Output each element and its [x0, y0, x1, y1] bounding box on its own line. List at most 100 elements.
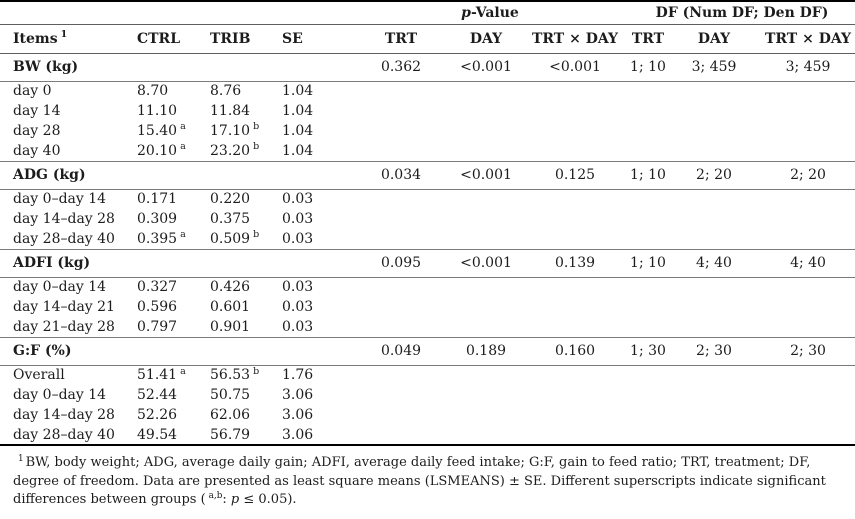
- p-day-value: <0.001: [460, 59, 512, 75]
- df-interaction-column-header: TRT × DAY: [765, 30, 852, 47]
- footnote-colon: :: [222, 492, 231, 507]
- group-header-spacer: [0, 1, 351, 24]
- significance-superscript: b: [253, 141, 260, 153]
- footnote-text-end: ≤ 0.05).: [239, 492, 297, 507]
- significance-superscript: a: [180, 141, 186, 153]
- empty-cell: [203, 53, 275, 81]
- group-header-row: p-Value DF (Num DF; Den DF): [0, 1, 855, 24]
- table-data-row: day 0 8.70 8.76 1.04: [0, 81, 855, 101]
- table-data-row: day 21–day 28 0.797 0.901 0.03: [0, 317, 855, 337]
- se-cell: 1.04: [282, 142, 314, 159]
- se-cell: 0.03: [282, 279, 314, 296]
- df-interaction-value: 3; 459: [785, 59, 831, 75]
- item-cell: day 28–day 40: [13, 230, 115, 247]
- ctrl-cell: 0.171: [137, 191, 178, 208]
- table-data-row: day 0–day 14 0.171 0.220 0.03: [0, 189, 855, 209]
- empty-cell: [351, 229, 855, 249]
- se-cell: 0.03: [282, 230, 314, 247]
- ctrl-cell: 52.44: [137, 387, 178, 403]
- se-cell: 1.04: [282, 83, 314, 100]
- trib-cell: 56.53 b: [210, 365, 260, 384]
- trib-cell: 8.76: [210, 83, 242, 100]
- section-title: ADG (kg): [13, 167, 86, 183]
- empty-cell: [351, 297, 855, 317]
- p-day-value: <0.001: [460, 167, 512, 183]
- df-day-value: 4; 40: [696, 255, 732, 271]
- empty-cell: [275, 249, 351, 277]
- trib-cell: 11.84: [210, 103, 251, 119]
- empty-cell: [130, 53, 203, 81]
- df-day-column-header: DAY: [697, 30, 731, 47]
- significance-superscript: a: [180, 121, 186, 133]
- empty-cell: [351, 277, 855, 297]
- section-row-bw: BW (kg) 0.362 <0.001 <0.001 1; 10 3; 459…: [0, 53, 855, 81]
- df-trt-value: 1; 10: [630, 59, 666, 75]
- df-trt-value: 1; 10: [630, 167, 666, 183]
- ctrl-column-header: CTRL: [137, 30, 181, 47]
- section-row-adfi: ADFI (kg) 0.095 <0.001 0.139 1; 10 4; 40…: [0, 249, 855, 277]
- p-trt-value: 0.095: [380, 255, 422, 271]
- table-data-row: day 14–day 28 52.26 62.06 3.06: [0, 405, 855, 425]
- trib-cell: 0.601: [210, 299, 251, 315]
- ctrl-cell: 0.309: [137, 211, 178, 227]
- df-interaction-value: 2; 30: [790, 343, 826, 359]
- p-trt-value: 0.034: [380, 167, 422, 183]
- empty-cell: [130, 337, 203, 365]
- trib-cell: 56.79: [210, 426, 251, 443]
- item-cell: day 21–day 28: [13, 318, 115, 335]
- se-column-header: SE: [282, 30, 303, 47]
- item-cell: Overall: [13, 367, 65, 384]
- empty-cell: [351, 385, 855, 405]
- pvalue-interaction-column-header: TRT × DAY: [531, 30, 618, 47]
- trib-column-header: TRIB: [210, 30, 251, 47]
- p-trt-value: 0.049: [380, 343, 422, 359]
- se-cell: 0.03: [282, 191, 314, 208]
- se-cell: 0.03: [282, 211, 314, 227]
- section-title: ADFI (kg): [13, 255, 91, 271]
- footnote-marker: 1: [18, 453, 24, 464]
- significance-superscript: a: [180, 365, 186, 377]
- df-group-header: DF (Num DF; Den DF): [655, 4, 829, 21]
- table-data-row: day 14–day 21 0.596 0.601 0.03: [0, 297, 855, 317]
- section-title: BW (kg): [13, 59, 79, 75]
- ctrl-cell: 8.70: [137, 83, 169, 100]
- empty-cell: [351, 209, 855, 229]
- se-cell: 0.03: [282, 318, 314, 335]
- se-cell: 1.76: [282, 367, 314, 384]
- trib-cell: 23.20 b: [210, 141, 260, 159]
- pvalue-day-column-header: DAY: [469, 30, 503, 47]
- empty-cell: [275, 337, 351, 365]
- p-interaction-value: <0.001: [549, 59, 601, 75]
- ctrl-cell: 20.10 a: [137, 141, 186, 159]
- item-cell: day 14–day 28: [13, 407, 115, 423]
- section-row-adg: ADG (kg) 0.034 <0.001 0.125 1; 10 2; 20 …: [0, 161, 855, 189]
- item-cell: day 14–day 21: [13, 299, 115, 315]
- p-day-value: 0.189: [465, 343, 507, 359]
- se-cell: 1.04: [282, 103, 314, 119]
- df-day-value: 3; 459: [691, 59, 737, 75]
- item-cell: day 28–day 40: [13, 426, 115, 443]
- p-day-value: <0.001: [460, 255, 512, 271]
- items-label: Items: [13, 30, 58, 47]
- item-cell: day 14: [13, 103, 61, 119]
- significance-superscript: b: [253, 121, 260, 133]
- df-trt-value: 1; 30: [630, 343, 666, 359]
- trib-cell: 0.426: [210, 279, 251, 296]
- item-cell: day 28: [13, 123, 61, 139]
- section-title: G:F (%): [13, 343, 72, 359]
- table-data-row: day 28–day 40 49.54 56.79 3.06: [0, 425, 855, 445]
- df-interaction-value: 2; 20: [790, 167, 826, 183]
- p-interaction-value: 0.160: [554, 343, 596, 359]
- ctrl-cell: 0.797: [137, 318, 178, 335]
- item-cell: day 0–day 14: [13, 191, 107, 208]
- item-cell: day 0: [13, 83, 52, 100]
- p-interaction-value: 0.139: [554, 255, 596, 271]
- table-footnote: 1 BW, body weight; ADG, average daily gai…: [0, 446, 855, 510]
- ctrl-cell: 11.10: [137, 103, 178, 119]
- df-trt-value: 1; 10: [630, 255, 666, 271]
- item-cell: day 0–day 14: [13, 279, 107, 296]
- df-day-value: 2; 20: [696, 167, 732, 183]
- empty-cell: [275, 53, 351, 81]
- se-cell: 0.03: [282, 299, 314, 315]
- empty-cell: [275, 161, 351, 189]
